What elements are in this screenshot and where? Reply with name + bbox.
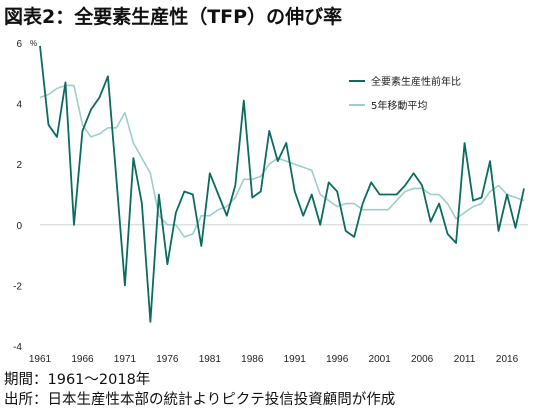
x-tick-label: 1976 (156, 354, 179, 365)
x-tick-label: 2006 (411, 354, 434, 365)
x-tick-label: 2011 (454, 354, 476, 365)
y-unit-label: % (30, 39, 37, 48)
y-tick-label: -2 (13, 281, 22, 292)
x-tick-label: 1991 (284, 354, 307, 365)
y-tick-label: -4 (13, 342, 22, 353)
legend: 全要素生産性前年比 5年移動平均 (349, 75, 461, 112)
y-tick-label: 6 (16, 39, 22, 50)
x-tick-label: 1971 (114, 354, 137, 365)
legend-label: 全要素生産性前年比 (371, 75, 461, 88)
x-tick-label: 1981 (199, 354, 222, 365)
x-tick-label: 1996 (326, 354, 349, 365)
chart-title: 図表2：全要素生産性（TFP）の伸び率 (4, 6, 343, 28)
series-line-tfp-yoy (39, 45, 525, 323)
x-tick-label: 2016 (496, 354, 519, 365)
x-tick-label: 1966 (71, 354, 94, 365)
period-note: 期間：1961～2018年 (4, 372, 151, 388)
source-note: 出所：日本生産性本部の統計よりピクテ投信投資顧問が作成 (4, 392, 396, 408)
x-axis: 1961 1966 1971 1976 1981 1986 1991 1996 2001 2006… (29, 354, 519, 365)
y-axis: 6 4 2 0 -2 -4% (13, 39, 37, 353)
y-tick-label: 4 (16, 100, 22, 111)
y-tick-label: 0 (16, 221, 22, 232)
series-layer (39, 45, 525, 323)
x-tick-label: 1986 (241, 354, 264, 365)
series-line-moving-average (39, 84, 525, 238)
y-tick-label: 2 (16, 160, 22, 171)
legend-label: 5年移動平均 (371, 99, 427, 112)
x-tick-label: 2001 (369, 354, 392, 365)
x-tick-label: 1961 (29, 354, 52, 365)
